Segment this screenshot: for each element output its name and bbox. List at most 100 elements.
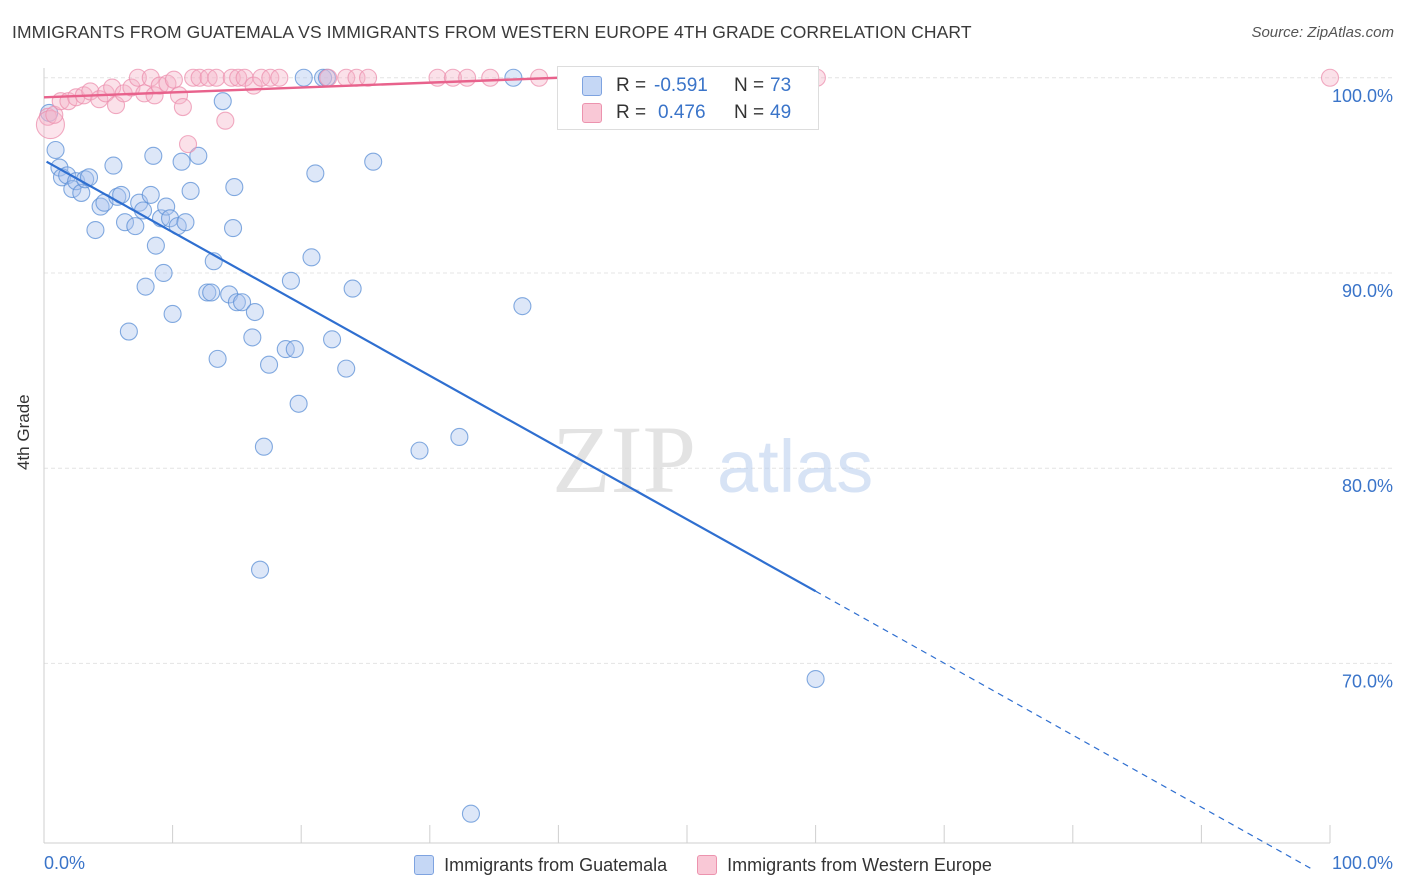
pink-point	[319, 68, 338, 87]
pink-point	[270, 68, 289, 87]
y-tick-label-80: 80.0%	[1342, 476, 1393, 496]
blue-point	[157, 197, 176, 216]
pink-point	[222, 68, 241, 87]
pink-point	[128, 68, 147, 87]
legend-label-guatemala: Immigrants from Guatemala	[444, 854, 668, 875]
pink-point	[184, 68, 203, 87]
stats-r-value-pink: 0.476	[658, 102, 706, 123]
pink-point	[359, 68, 378, 87]
pink-point	[35, 110, 65, 140]
blue-point	[343, 279, 362, 298]
trendline-blue-extension	[815, 590, 1312, 869]
blue-point	[337, 359, 356, 378]
blue-point	[119, 322, 138, 341]
blue-point	[410, 441, 429, 460]
blue-point	[46, 140, 65, 160]
x-tick-labels: 0.0% 100.0%	[44, 853, 1393, 873]
blue-point	[146, 236, 165, 255]
blue-point	[189, 146, 208, 165]
blue-point	[513, 297, 532, 316]
legend-item-guatemala[interactable]: Immigrants from Guatemala	[414, 855, 667, 876]
blue-point	[198, 283, 217, 302]
stats-r-value-blue: -0.591	[654, 75, 708, 96]
pink-point	[458, 68, 477, 87]
y-tick-label-90: 90.0%	[1342, 281, 1393, 301]
blue-point	[172, 152, 191, 171]
chart-title: IMMIGRANTS FROM GUATEMALA VS IMMIGRANTS …	[12, 22, 972, 42]
blue-point	[144, 146, 163, 165]
blue-point	[225, 178, 244, 197]
blue-point	[259, 355, 279, 374]
pink-point	[1320, 68, 1340, 87]
pink-point	[178, 135, 198, 154]
blue-point	[141, 185, 160, 204]
blue-point	[104, 156, 123, 175]
blue-point	[202, 283, 221, 302]
blue-point	[245, 302, 264, 322]
stats-n-label-blue: N =	[734, 75, 765, 96]
blue-point	[223, 219, 243, 238]
blue-point	[160, 209, 180, 228]
blue-point	[163, 304, 182, 324]
pink-point	[216, 111, 235, 130]
watermark-atlas: atlas	[717, 425, 873, 508]
blue-point	[213, 92, 232, 111]
watermark: ZIP atlas	[552, 406, 873, 513]
pink-point	[103, 78, 122, 97]
series-blue-points	[40, 68, 825, 823]
blue-point	[243, 328, 262, 347]
blue-point	[86, 220, 105, 240]
blue-point	[136, 277, 155, 296]
blue-point	[250, 560, 270, 579]
trendline-blue	[46, 160, 817, 593]
stats-r-label-pink: R =	[616, 102, 647, 123]
blue-point	[72, 183, 91, 202]
watermark-zip: ZIP	[552, 406, 696, 513]
blue-point	[232, 293, 252, 312]
series-pink-points	[35, 68, 1340, 154]
x-tick-label-0: 0.0%	[44, 853, 85, 873]
pink-point	[199, 68, 218, 87]
blue-point	[364, 152, 383, 171]
stats-box: R = -0.591 N = 73 R = 0.476 N = 49	[557, 66, 819, 130]
blue-point	[806, 669, 825, 689]
trendline-pink	[43, 76, 559, 99]
legend-swatch-pink	[697, 855, 718, 875]
blue-point	[208, 349, 227, 368]
axes	[43, 68, 1331, 844]
stats-n-value-blue: 73	[770, 75, 792, 96]
x-tick-label-100: 100.0%	[1332, 853, 1393, 873]
chart-source: Source: ZipAtlas.com	[1251, 24, 1394, 41]
pink-point	[164, 70, 183, 89]
blue-point	[323, 330, 342, 349]
stats-n-label-pink: N =	[734, 102, 765, 123]
legend-label-western-europe: Immigrants from Western Europe	[727, 854, 992, 875]
blue-point	[281, 271, 300, 290]
legend-item-western-europe[interactable]: Immigrants from Western Europe	[697, 855, 992, 876]
blue-point	[285, 340, 304, 359]
y-tick-label-100: 100.0%	[1332, 86, 1393, 106]
trendlines	[43, 76, 1312, 869]
blue-point	[504, 68, 523, 87]
blue-point	[306, 164, 325, 183]
y-axis-label: 4th Grade	[14, 394, 33, 470]
gridlines	[44, 77, 1393, 664]
blue-point	[227, 293, 246, 312]
stats-swatch-pink	[582, 103, 602, 123]
stats-swatch-blue	[582, 76, 602, 96]
y-tick-labels: 100.0% 90.0% 80.0% 70.0%	[1332, 86, 1393, 692]
blue-point	[450, 427, 469, 447]
pink-point	[173, 97, 192, 117]
blue-point	[181, 181, 200, 201]
blue-point	[289, 394, 308, 413]
blue-point	[176, 213, 195, 232]
blue-point	[254, 437, 273, 456]
pink-point	[229, 68, 248, 87]
stats-n-value-pink: 49	[770, 102, 792, 123]
blue-point	[461, 804, 481, 823]
blue-point	[115, 213, 135, 232]
stats-r-label-blue: R =	[616, 75, 647, 96]
y-tick-label-70: 70.0%	[1342, 671, 1393, 691]
blue-point	[302, 248, 321, 267]
